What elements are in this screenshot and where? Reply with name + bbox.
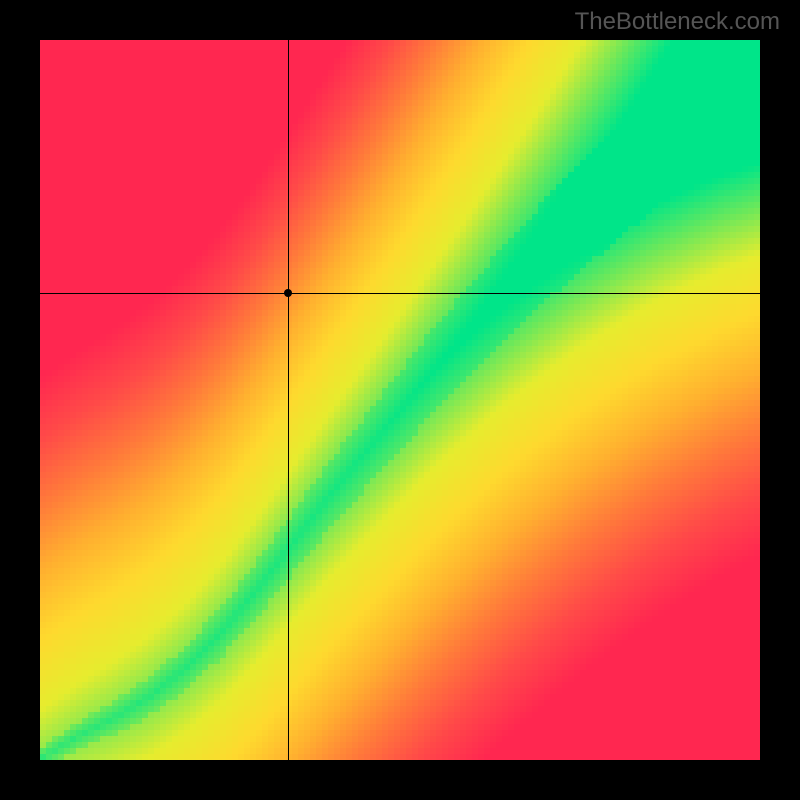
crosshair-vertical (288, 40, 289, 760)
heatmap-canvas (40, 40, 760, 760)
crosshair-horizontal (40, 293, 760, 294)
watermark-text: TheBottleneck.com (575, 8, 780, 36)
heatmap-chart (40, 40, 760, 760)
crosshair-dot (284, 289, 292, 297)
